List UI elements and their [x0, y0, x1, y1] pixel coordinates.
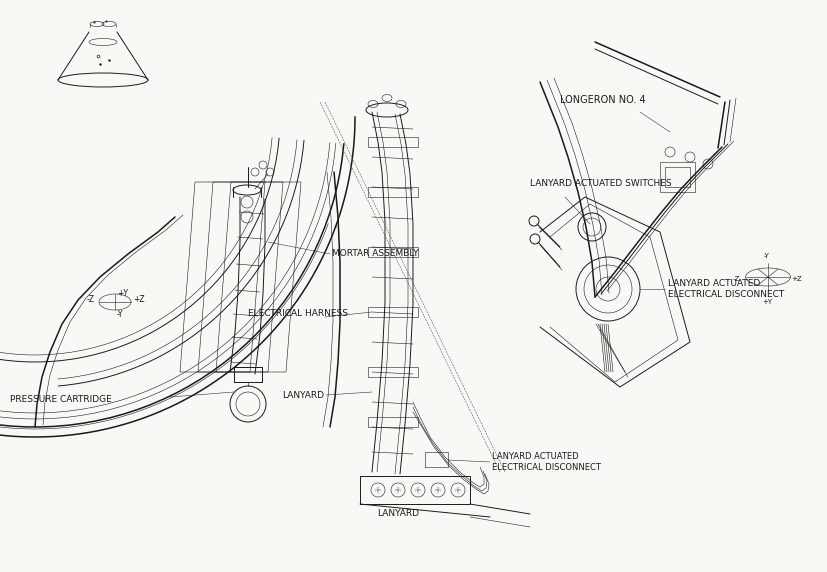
Text: ELECTRICAL HARNESS: ELECTRICAL HARNESS: [248, 309, 347, 319]
Bar: [367, 137, 418, 147]
Text: LANYARD: LANYARD: [282, 391, 323, 400]
Text: LONGERON NO. 4: LONGERON NO. 4: [559, 95, 645, 105]
Text: -Y: -Y: [763, 253, 769, 259]
Bar: [659, 162, 694, 192]
Bar: [367, 247, 418, 257]
Text: -Z: -Z: [87, 296, 95, 304]
Bar: [367, 367, 418, 377]
Text: +Y: +Y: [117, 289, 128, 298]
Text: LANYARD ACTUATED SWITCHES: LANYARD ACTUATED SWITCHES: [529, 180, 671, 189]
Text: +Z: +Z: [791, 276, 801, 282]
Bar: [360, 476, 470, 504]
Text: LANYARD ACTUATED
ELECTRICAL DISCONNECT: LANYARD ACTUATED ELECTRICAL DISCONNECT: [491, 452, 600, 472]
Bar: [664, 167, 689, 187]
Bar: [367, 187, 418, 197]
Bar: [367, 307, 418, 317]
Text: MORTAR ASSEMBLY: MORTAR ASSEMBLY: [332, 249, 418, 259]
Text: +Z: +Z: [133, 296, 145, 304]
Text: +Y: +Y: [761, 299, 771, 305]
Text: -Z: -Z: [732, 276, 739, 282]
Text: LANYARD ACTUATED
ELECTRICAL DISCONNECT: LANYARD ACTUATED ELECTRICAL DISCONNECT: [667, 279, 783, 299]
Text: PRESSURE CARTRIDGE: PRESSURE CARTRIDGE: [10, 395, 112, 403]
Text: LANYARD: LANYARD: [376, 510, 418, 518]
Bar: [367, 417, 418, 427]
Text: -Y: -Y: [117, 311, 123, 320]
